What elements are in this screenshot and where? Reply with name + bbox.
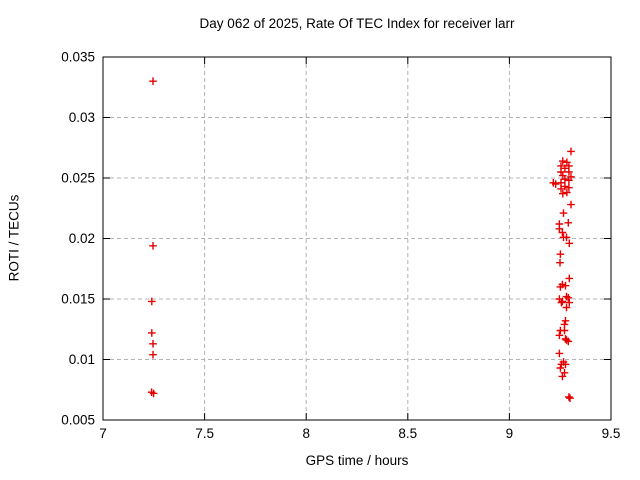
data-point-marker — [557, 298, 566, 307]
data-point-marker — [566, 394, 574, 402]
data-point-marker — [561, 182, 569, 191]
data-point-marker — [558, 372, 567, 381]
y-tick-label: 0.02 — [69, 231, 95, 246]
data-point-marker — [556, 258, 564, 267]
data-point-marker — [561, 360, 570, 369]
data-point-marker — [567, 200, 575, 209]
data-point-marker — [148, 329, 156, 337]
data-point-marker — [148, 297, 156, 306]
x-tick-label: 7.5 — [195, 426, 214, 441]
y-tick-label: 0.025 — [61, 171, 95, 186]
data-point-marker — [149, 389, 158, 398]
data-point-marker — [557, 168, 565, 176]
data-point-marker — [561, 317, 570, 325]
y-tick-label: 0.015 — [61, 292, 95, 307]
y-tick-label: 0.035 — [61, 50, 95, 65]
x-tick-label: 9.5 — [602, 426, 621, 441]
x-tick-label: 7 — [99, 426, 107, 441]
data-point-marker — [555, 331, 564, 340]
data-point-marker — [567, 147, 575, 156]
data-point-marker — [559, 189, 567, 198]
y-tick-label: 0.03 — [69, 110, 95, 125]
chart-title: Day 062 of 2025, Rate Of TEC Index for r… — [199, 16, 515, 31]
data-point-marker — [562, 336, 571, 344]
data-point-marker — [556, 250, 565, 258]
data-point-marker — [551, 180, 560, 188]
data-point-marker — [564, 294, 573, 302]
data-point-marker — [564, 337, 573, 346]
data-point-marker — [555, 349, 564, 358]
data-point-marker — [565, 183, 573, 192]
data-point-marker — [560, 326, 569, 335]
data-point-marker — [562, 233, 571, 242]
x-tick-label: 8 — [302, 426, 310, 441]
data-point-marker — [561, 175, 569, 183]
data-point-marker — [557, 185, 565, 193]
data-point-marker — [558, 297, 567, 306]
data-point-marker — [559, 157, 567, 165]
data-point-marker — [565, 168, 573, 176]
data-point-marker — [149, 350, 157, 359]
y-tick-label: 0.005 — [61, 413, 95, 428]
data-point-marker — [149, 340, 157, 348]
data-point-marker — [561, 281, 570, 290]
x-tick-label: 8.5 — [398, 426, 417, 441]
data-point-marker — [564, 219, 573, 227]
data-point-marker — [562, 303, 571, 312]
data-point-marker — [565, 239, 574, 248]
data-point-marker — [565, 393, 573, 401]
data-point-marker — [562, 292, 571, 301]
y-tick-label: 0.01 — [69, 352, 95, 367]
data-point-marker — [556, 364, 565, 372]
data-point-marker — [561, 164, 569, 173]
data-point-marker — [565, 176, 573, 185]
data-point-marker — [556, 283, 565, 291]
data-point-marker — [563, 188, 571, 197]
data-point-marker — [565, 274, 574, 283]
x-axis-label: GPS time / hours — [305, 453, 409, 468]
x-tick-label: 9 — [506, 426, 514, 441]
data-point-marker — [149, 242, 157, 250]
data-point-marker — [558, 228, 567, 237]
data-point-marker — [559, 209, 568, 217]
data-point-marker — [565, 298, 574, 307]
data-point-marker — [149, 77, 157, 85]
